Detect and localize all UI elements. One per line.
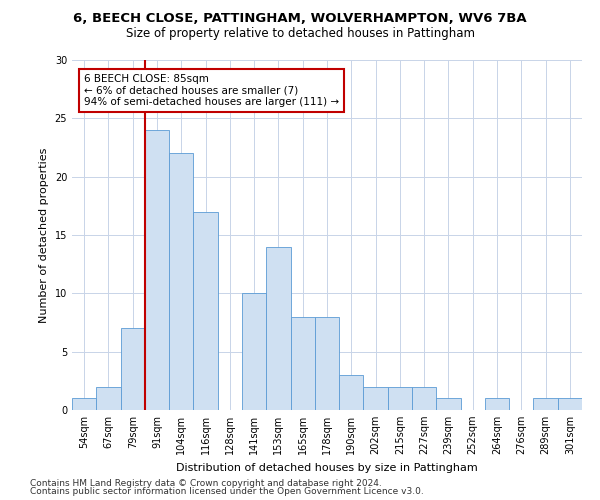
Bar [145, 130, 169, 410]
Text: Contains public sector information licensed under the Open Government Licence v3: Contains public sector information licen… [30, 487, 424, 496]
Text: 6 BEECH CLOSE: 85sqm
← 6% of detached houses are smaller (7)
94% of semi-detache: 6 BEECH CLOSE: 85sqm ← 6% of detached ho… [84, 74, 339, 107]
Bar [558, 398, 582, 410]
Bar [533, 398, 558, 410]
Text: Contains HM Land Registry data © Crown copyright and database right 2024.: Contains HM Land Registry data © Crown c… [30, 478, 382, 488]
Bar [72, 398, 96, 410]
Bar [412, 386, 436, 410]
Bar [388, 386, 412, 410]
X-axis label: Distribution of detached houses by size in Pattingham: Distribution of detached houses by size … [176, 462, 478, 472]
Text: 6, BEECH CLOSE, PATTINGHAM, WOLVERHAMPTON, WV6 7BA: 6, BEECH CLOSE, PATTINGHAM, WOLVERHAMPTO… [73, 12, 527, 26]
Bar [290, 316, 315, 410]
Text: Size of property relative to detached houses in Pattingham: Size of property relative to detached ho… [125, 28, 475, 40]
Y-axis label: Number of detached properties: Number of detached properties [39, 148, 49, 322]
Bar [121, 328, 145, 410]
Bar [315, 316, 339, 410]
Bar [339, 375, 364, 410]
Bar [364, 386, 388, 410]
Bar [169, 154, 193, 410]
Bar [485, 398, 509, 410]
Bar [266, 246, 290, 410]
Bar [242, 294, 266, 410]
Bar [96, 386, 121, 410]
Bar [436, 398, 461, 410]
Bar [193, 212, 218, 410]
